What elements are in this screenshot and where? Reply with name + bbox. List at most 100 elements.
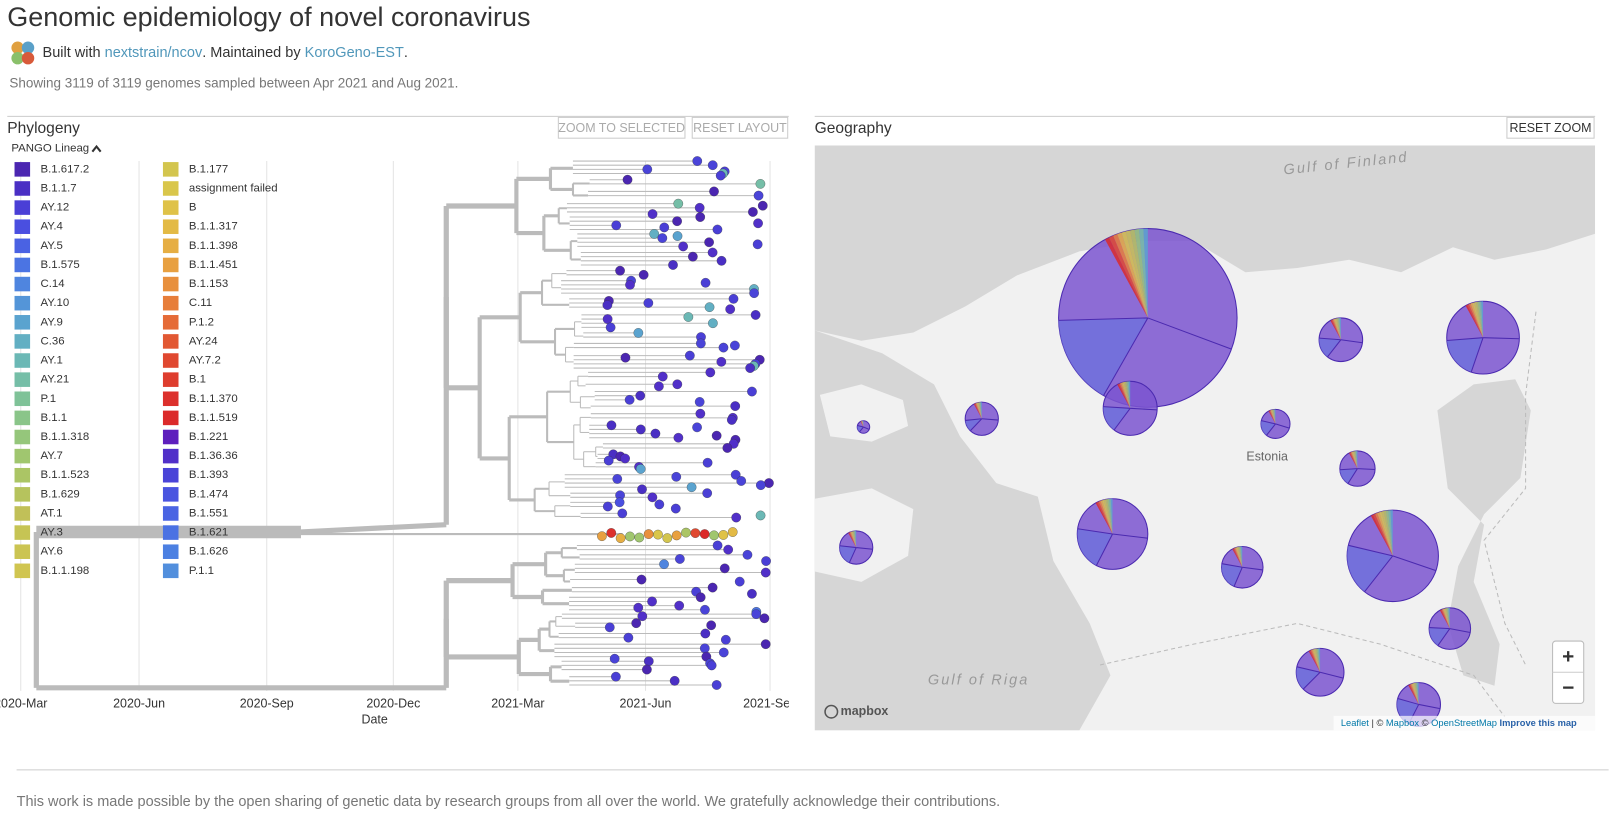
map[interactable]: Gulf of Finland Estonia Gulf of Riga + −… <box>815 145 1595 730</box>
tip <box>653 530 662 539</box>
attribution-text: © <box>1419 719 1431 729</box>
tip <box>709 531 718 540</box>
tip <box>675 601 684 610</box>
button-label[interactable]: RESET LAYOUT <box>693 121 787 135</box>
tip <box>719 343 728 352</box>
tip <box>703 458 712 467</box>
legend-swatch <box>163 372 179 387</box>
tip <box>719 530 728 539</box>
legend-swatch <box>15 353 31 368</box>
tip <box>625 532 634 541</box>
link[interactable]: Improve this map <box>1497 719 1577 729</box>
attribution: Leaflet | © Mapbox © OpenStreetMap Impro… <box>1341 719 1577 729</box>
tip <box>621 353 630 362</box>
legend-label: B.1.177 <box>189 163 228 175</box>
tip <box>751 310 760 319</box>
button[interactable]: ZOOM TO SELECTED <box>558 117 685 138</box>
button[interactable]: RESET LAYOUT <box>692 117 787 138</box>
x-axis: Date 2020-Mar2020-Jun2020-Sep2020-Dec202… <box>0 697 797 727</box>
legend-label: AY.10 <box>40 297 69 309</box>
tip <box>624 633 633 642</box>
zoom-out[interactable]: − <box>1562 676 1574 699</box>
tip <box>700 529 709 538</box>
button-label[interactable]: RESET ZOOM <box>1509 121 1591 135</box>
tip <box>648 209 657 218</box>
tip <box>672 531 681 540</box>
tip <box>700 605 709 614</box>
tip <box>636 425 645 434</box>
tip <box>747 387 756 396</box>
tip <box>695 397 704 406</box>
x-tick-label: 2021-Jun <box>620 697 672 711</box>
legend-label: B.1.393 <box>189 469 228 481</box>
tip <box>635 533 644 542</box>
link[interactable]: Mapbox <box>1386 719 1420 729</box>
legend-swatch <box>163 258 179 273</box>
tip <box>696 212 705 221</box>
legend-title[interactable]: PANGO Lineag <box>11 143 89 155</box>
tip <box>732 513 741 522</box>
button-label[interactable]: ZOOM TO SELECTED <box>558 121 685 135</box>
tip <box>748 207 757 216</box>
legend-label: C.11 <box>189 297 212 309</box>
tip <box>612 221 621 230</box>
legend-label: B.1.575 <box>40 259 79 271</box>
x-tick-label: 2021-Sep <box>743 697 797 711</box>
legend-swatch <box>163 391 179 406</box>
legend-label: AY.9 <box>40 316 62 328</box>
tip <box>613 474 622 483</box>
tip <box>615 266 624 275</box>
legend-swatch <box>163 315 179 330</box>
tip <box>636 464 645 473</box>
legend-label: B.1.153 <box>189 278 228 290</box>
legend-swatch <box>15 487 31 502</box>
tip <box>618 509 627 518</box>
tip <box>671 504 680 513</box>
legend-label: B.1.1.451 <box>189 259 238 271</box>
legend-label: P.1 <box>40 393 56 405</box>
legend-swatch <box>15 258 31 273</box>
link[interactable]: nextstrain/ncov <box>105 45 203 61</box>
legend-label: P.1.2 <box>189 316 214 328</box>
tip <box>764 478 773 487</box>
link[interactable]: OpenStreetMap <box>1431 719 1497 729</box>
link[interactable]: Leaflet <box>1341 719 1369 729</box>
zoom-control[interactable]: + − <box>1553 641 1584 703</box>
tip <box>616 534 625 543</box>
legend-label: B.1 <box>189 374 206 386</box>
link[interactable]: KoroGeno-EST <box>305 45 404 61</box>
button[interactable]: RESET ZOOM <box>1507 117 1594 138</box>
legend-swatch <box>163 162 179 177</box>
branch <box>301 525 446 532</box>
x-tick-label: 2020-Sep <box>240 697 294 711</box>
legend-label: AY.24 <box>189 335 218 347</box>
tip <box>603 502 612 511</box>
legend-label: B.1.626 <box>189 546 228 558</box>
tip <box>644 298 653 307</box>
tip <box>658 233 667 242</box>
legend-label: B.1.1.398 <box>189 240 238 252</box>
caret[interactable] <box>92 146 100 151</box>
tip <box>670 676 679 685</box>
map-label: Estonia <box>1246 449 1288 463</box>
attribution-text: | © <box>1369 719 1386 729</box>
tip <box>651 429 660 438</box>
legend-swatch <box>15 239 31 254</box>
tip <box>607 421 616 430</box>
tip <box>709 187 718 196</box>
tip <box>695 203 704 212</box>
tip <box>745 363 754 372</box>
footer: This work is made possible by the open s… <box>17 794 1001 810</box>
legend-label: B.1.1.318 <box>40 431 89 443</box>
tip <box>708 248 717 257</box>
tip <box>707 661 716 670</box>
tip <box>752 609 761 618</box>
zoom-in[interactable]: + <box>1562 645 1574 668</box>
tip <box>643 165 652 174</box>
tip <box>737 476 746 485</box>
tip <box>673 380 682 389</box>
mapbox-logo[interactable]: mapbox <box>841 704 889 718</box>
legend-label: B.1.1.7 <box>40 182 76 194</box>
tip <box>650 229 659 238</box>
tip <box>668 260 677 269</box>
